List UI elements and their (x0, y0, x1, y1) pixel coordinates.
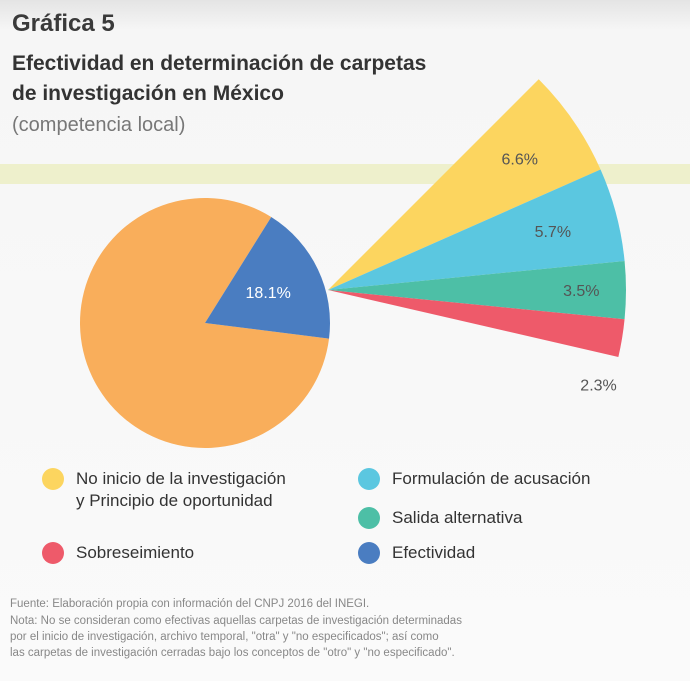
legend-item-no-inicio: No inicio de la investigación y Principio… (42, 468, 286, 512)
fan-slice-3 (328, 290, 625, 358)
footnote-line: por el inicio de investigación, archivo … (10, 631, 439, 643)
chart-subtitle: (competencia local) (12, 114, 186, 136)
legend-label: Efectividad (392, 543, 476, 562)
legend-swatch (42, 542, 64, 564)
source-note: Fuente: Elaboración propia con informaci… (10, 598, 370, 610)
data-label-3: 2.3% (580, 377, 616, 394)
footnote-line: Nota: No se consideran como efectivas aq… (10, 615, 462, 627)
legend-label: Salida alternativa (392, 508, 523, 527)
fan-slice-2 (328, 260, 626, 320)
data-label-efectividad: 18.1% (246, 285, 291, 302)
legend-swatch (358, 507, 380, 529)
chart-title-line1: Efectividad en determinación de carpetas (12, 52, 427, 75)
fan-slice-0 (328, 79, 601, 290)
legend-label: Formulación de acusación (392, 469, 591, 488)
pie-chart: 18.1% 6.6% 5.7% 3.5% 2.3% (80, 79, 626, 449)
pie-slice-rest (80, 198, 330, 449)
legend-label: y Principio de oportunidad (76, 491, 273, 510)
legend-item-formulacion: Formulación de acusación (358, 468, 590, 490)
chart-title-line2: de investigación en México (12, 82, 284, 105)
data-label-2: 3.5% (563, 283, 599, 300)
legend-swatch (358, 542, 380, 564)
data-label-1: 5.7% (535, 224, 571, 241)
fan-slice-1 (328, 169, 625, 290)
chart-number: Gráfica 5 (12, 10, 115, 37)
legend-item-salida: Salida alternativa (358, 507, 522, 529)
legend-item-efectividad: Efectividad (358, 542, 475, 564)
legend-label: No inicio de la investigación (76, 469, 286, 488)
legend-swatch (42, 468, 64, 490)
footnote-line: las carpetas de investigación cerradas b… (10, 647, 455, 659)
legend-label: Sobreseimiento (76, 543, 195, 562)
data-label-0: 6.6% (501, 152, 537, 169)
legend-swatch (358, 468, 380, 490)
legend-item-sobreseimiento: Sobreseimiento (42, 542, 194, 564)
pie-slice-efectividad (205, 216, 330, 339)
